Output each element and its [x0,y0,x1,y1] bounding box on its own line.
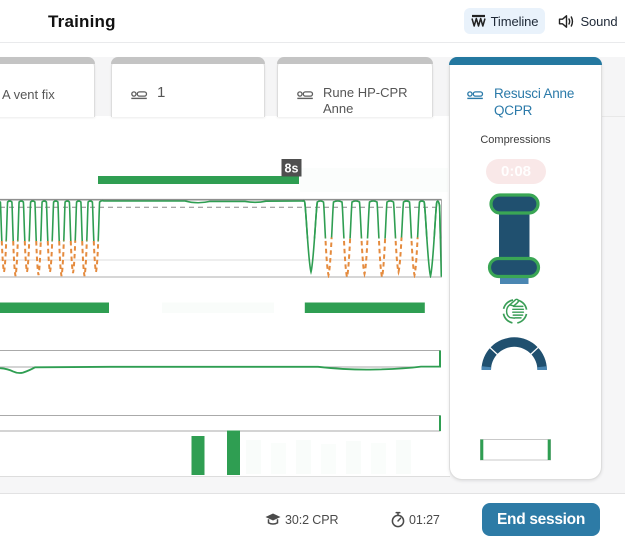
svg-text:8s: 8s [285,162,299,176]
